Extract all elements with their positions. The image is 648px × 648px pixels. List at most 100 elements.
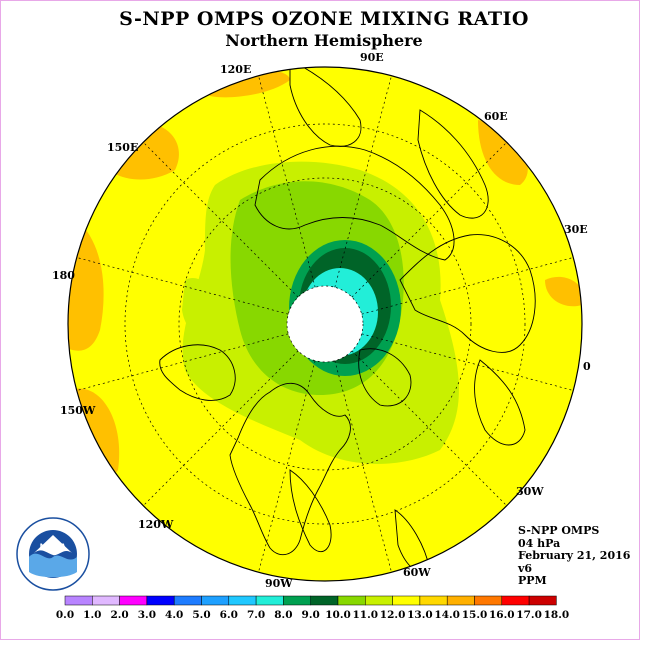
- colorbar-swatch: [92, 595, 120, 606]
- colorbar-swatch: [283, 595, 311, 606]
- lon-label-0: 0: [583, 360, 591, 373]
- meridian-line: [143, 142, 299, 298]
- colorbar-swatch: [119, 595, 148, 606]
- field-patch-30e: [545, 276, 582, 307]
- page-title: S-NPP OMPS OZONE MIXING RATIO: [119, 8, 529, 30]
- coast-north-america: [229, 382, 351, 556]
- colorbar-swatch: [64, 595, 93, 606]
- lon-label-150e: 150E: [107, 141, 138, 154]
- meridian-line: [143, 350, 299, 506]
- colorbar-swatch: [146, 595, 175, 606]
- map-info: S-NPP OMPS 04 hPa February 21, 2016 v6 P…: [518, 524, 631, 588]
- colorbar-tick-label: 9.0: [302, 609, 320, 621]
- lon-label-120e: 120E: [220, 63, 251, 76]
- colorbar-tick-label: 3.0: [138, 609, 156, 621]
- colorbar-labels: 0.0 1.0 2.0 3.0 4.0 5.0 6.0 7.0 8.0 9.0 10.0 11.0 12…: [56, 609, 569, 621]
- colorbar-swatch: [255, 595, 284, 606]
- colorbar-swatch: [201, 595, 230, 606]
- colorbar-swatch: [365, 595, 393, 606]
- polar-no-data: [287, 286, 363, 362]
- meridian-line: [258, 360, 316, 573]
- info-instrument: S-NPP OMPS: [518, 524, 600, 537]
- colorbar-tick-label: 15.0: [462, 609, 488, 621]
- colorbar-swatch: [474, 595, 503, 606]
- colorbar-swatch: [173, 595, 202, 606]
- colorbar-tick-label: 0.0: [56, 609, 74, 621]
- noaa-logo: NOAA: [16, 517, 90, 591]
- colorbar-swatch: [392, 595, 421, 606]
- colorbar-tick-label: 7.0: [247, 609, 265, 621]
- colorbar-tick-label: 2.0: [110, 609, 128, 621]
- colorbar-swatch: [446, 595, 475, 606]
- meridian-line: [361, 257, 574, 315]
- graticule: [76, 75, 574, 573]
- colorbar-tick-label: 4.0: [165, 609, 183, 621]
- colorbar-tick-label: 10.0: [325, 609, 351, 621]
- colorbar-tick-label: 11.0: [353, 609, 379, 621]
- meridian-line: [351, 350, 507, 506]
- longitude-labels: 90E 60E 30E 0 30W 60W 90W 120W 150W 180 …: [52, 51, 591, 590]
- latitude-circle-80: [286, 285, 364, 363]
- colorbar-tick-label: 1.0: [83, 609, 101, 621]
- colorbar-tick-label: 18.0: [544, 609, 570, 621]
- colorbar-swatch: [228, 595, 257, 606]
- meridian-line: [258, 75, 316, 288]
- coast-africa: [474, 359, 526, 446]
- info-date: February 21, 2016: [518, 549, 631, 562]
- colorbar-tick-label: 12.0: [380, 609, 406, 621]
- colorbar-tick-label: 8.0: [274, 609, 292, 621]
- colorbar-tick-label: 13.0: [407, 609, 433, 621]
- lon-label-30e: 30E: [564, 223, 588, 236]
- lon-label-60e: 60E: [484, 110, 508, 123]
- lon-label-90w: 90W: [265, 577, 293, 590]
- colorbar-tick-label: 6.0: [220, 609, 238, 621]
- latitude-circle-60: [178, 177, 472, 471]
- meridian-line: [76, 333, 289, 391]
- coast-east-asia: [289, 67, 362, 147]
- logo-text: NOAA: [40, 542, 67, 552]
- coast-central-america: [289, 469, 332, 552]
- logo-bird-icon: [34, 535, 72, 556]
- meridian-line: [351, 142, 507, 298]
- colorbar-tick-label: 16.0: [489, 609, 515, 621]
- coast-europe: [399, 234, 536, 353]
- colorbar-swatch: [501, 595, 530, 606]
- coast-greenland: [358, 348, 412, 407]
- map-boundary: [67, 66, 583, 582]
- lon-label-120w: 120W: [138, 518, 174, 531]
- colorbar-swatch: [310, 595, 339, 606]
- page-subtitle: Northern Hemisphere: [225, 31, 423, 50]
- colorbar-swatch: [528, 595, 557, 606]
- lon-label-180: 180: [52, 269, 75, 282]
- info-units: PPM: [518, 574, 547, 587]
- colorbar-tick-label: 14.0: [434, 609, 460, 621]
- ozone-field: [68, 67, 582, 581]
- field-patch-60e: [478, 120, 528, 185]
- lon-label-90e: 90E: [360, 51, 384, 64]
- meridian-line: [334, 75, 392, 288]
- colorbar-tick-label: 5.0: [192, 609, 210, 621]
- meridians: [76, 75, 574, 573]
- info-version: v6: [518, 561, 533, 575]
- meridian-line: [361, 333, 574, 391]
- colorbar-swatch: [419, 595, 448, 606]
- coast-siberia: [254, 145, 455, 261]
- meridian-line: [76, 257, 289, 315]
- meridian-line: [334, 360, 392, 573]
- coastlines: [159, 67, 536, 574]
- colorbar-tick-label: 17.0: [516, 609, 542, 621]
- lon-label-60w: 60W: [403, 566, 431, 579]
- latitude-circle-40: [124, 123, 526, 525]
- coast-alaska: [159, 344, 236, 401]
- info-level: 04 hPa: [518, 536, 561, 550]
- logo-wave: [29, 553, 77, 578]
- image-frame: [0, 0, 640, 640]
- lon-label-30w: 30W: [516, 485, 544, 498]
- field-11-12-west: [182, 278, 216, 337]
- lon-label-150w: 150W: [60, 404, 96, 417]
- colorbar-swatches: [64, 595, 557, 606]
- colorbar-swatch: [337, 595, 366, 606]
- coast-central-asia: [417, 109, 489, 219]
